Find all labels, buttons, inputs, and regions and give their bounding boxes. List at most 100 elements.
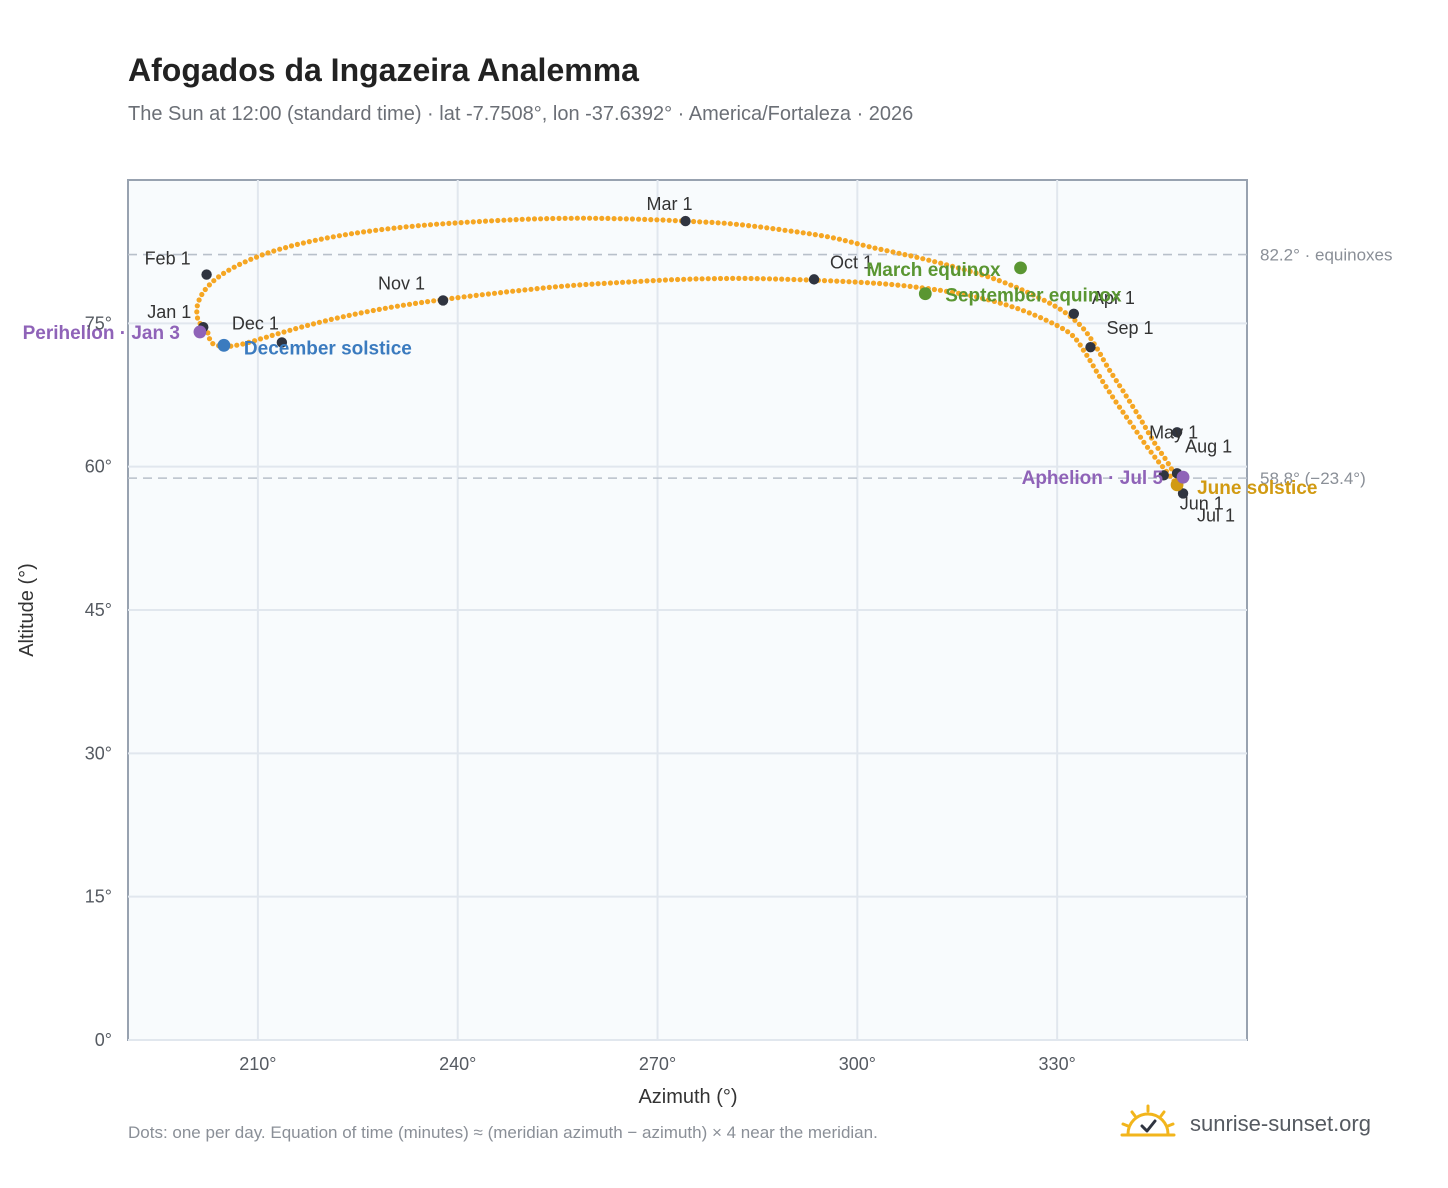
analemma-day-point bbox=[613, 280, 620, 286]
analemma-day-point bbox=[601, 280, 607, 286]
analemma-day-point bbox=[1057, 306, 1063, 312]
analemma-day-point bbox=[721, 220, 727, 226]
y-tick-label: 15° bbox=[85, 887, 112, 907]
analemma-day-point bbox=[525, 216, 532, 222]
analemma-day-point bbox=[580, 215, 587, 221]
analemma-day-point bbox=[926, 257, 932, 263]
analemma-day-point bbox=[1036, 295, 1042, 301]
analemma-day-point bbox=[306, 239, 312, 245]
analemma-day-point bbox=[956, 290, 962, 296]
analemma-day-point bbox=[896, 250, 902, 256]
analemma-day-point bbox=[293, 326, 299, 332]
analemma-day-point bbox=[206, 336, 213, 342]
analemma-day-point bbox=[913, 284, 919, 290]
analemma-day-point bbox=[908, 253, 914, 259]
analemma-day-point bbox=[501, 217, 507, 223]
analemma-series bbox=[194, 215, 1185, 494]
analemma-day-point bbox=[668, 277, 675, 283]
analemma-day-point bbox=[967, 268, 973, 274]
month-marker bbox=[680, 215, 691, 227]
analemma-day-point bbox=[595, 281, 601, 287]
analemma-day-point bbox=[840, 278, 846, 284]
analemma-day-point bbox=[507, 217, 513, 223]
analemma-day-point bbox=[400, 302, 406, 308]
analemma-day-point bbox=[253, 254, 260, 260]
analemma-day-point bbox=[1137, 434, 1144, 440]
reference-line-label: 58.8° (−23.4°) bbox=[1260, 469, 1366, 488]
analemma-day-point bbox=[752, 223, 758, 229]
analemma-day-point bbox=[1032, 312, 1038, 318]
analemma-day-point bbox=[672, 218, 678, 224]
analemma-day-point bbox=[1123, 414, 1130, 420]
month-marker bbox=[1085, 342, 1096, 353]
analemma-day-point bbox=[534, 286, 540, 292]
analemma-day-point bbox=[1113, 399, 1119, 405]
analemma-day-point bbox=[415, 223, 421, 229]
event-marker bbox=[1014, 261, 1027, 275]
analemma-day-point bbox=[1087, 357, 1093, 364]
analemma-day-point bbox=[421, 222, 427, 228]
analemma-day-point bbox=[1110, 394, 1116, 400]
analemma-day-point bbox=[419, 299, 425, 306]
event-label: June solstice bbox=[1197, 478, 1317, 499]
analemma-day-point bbox=[955, 265, 962, 271]
event-marker bbox=[918, 287, 932, 301]
analemma-day-point bbox=[662, 277, 669, 283]
analemma-day-point bbox=[599, 215, 605, 221]
analemma-day-point bbox=[288, 243, 295, 249]
analemma-day-point bbox=[806, 231, 812, 237]
analemma-day-point bbox=[997, 300, 1003, 306]
analemma-day-point bbox=[1103, 384, 1109, 390]
analemma-day-point bbox=[968, 293, 974, 299]
analemma-day-point bbox=[1168, 466, 1174, 472]
analemma-day-point bbox=[733, 221, 740, 227]
analemma-day-point bbox=[687, 276, 693, 282]
analemma-day-point bbox=[388, 304, 394, 310]
footnote: Dots: one per day. Equation of time (min… bbox=[128, 1123, 878, 1142]
analemma-day-point bbox=[318, 236, 324, 242]
analemma-day-point bbox=[1043, 317, 1049, 323]
analemma-day-point bbox=[1136, 414, 1142, 420]
analemma-day-point bbox=[758, 224, 764, 230]
analemma-day-point bbox=[406, 301, 413, 307]
reference-lines: 82.2° · equinoxes 58.8° (−23.4°) bbox=[128, 246, 1393, 488]
analemma-day-point bbox=[889, 281, 895, 288]
analemma-day-point bbox=[237, 261, 243, 267]
analemma-day-point bbox=[739, 222, 746, 228]
analemma-day-point bbox=[334, 315, 340, 321]
analemma-day-point bbox=[846, 279, 852, 285]
analemma-day-point bbox=[705, 276, 711, 282]
analemma-day-point bbox=[1117, 383, 1123, 389]
analemma-day-point bbox=[996, 278, 1002, 284]
analemma-day-point bbox=[589, 281, 595, 287]
brand[interactable]: sunrise-sunset.org bbox=[1120, 1104, 1371, 1144]
analemma-day-point bbox=[644, 278, 650, 284]
analemma-day-point bbox=[1110, 372, 1116, 378]
analemma-day-point bbox=[252, 338, 258, 344]
analemma-day-point bbox=[476, 218, 482, 225]
analemma-day-point bbox=[709, 219, 715, 225]
analemma-day-point bbox=[693, 276, 699, 282]
brand-name[interactable]: sunrise-sunset.org bbox=[1190, 1111, 1371, 1136]
analemma-day-point bbox=[196, 297, 202, 303]
analemma-day-point bbox=[434, 221, 440, 227]
analemma-day-point bbox=[300, 240, 306, 246]
month-marker-label: Sep 1 bbox=[1106, 318, 1153, 338]
analemma-day-point bbox=[1162, 455, 1168, 461]
y-tick-label: 0° bbox=[95, 1030, 112, 1050]
analemma-day-point bbox=[240, 341, 246, 347]
analemma-day-point bbox=[194, 309, 200, 315]
analemma-day-point bbox=[800, 230, 806, 236]
analemma-day-point bbox=[231, 264, 237, 270]
analemma-day-point bbox=[216, 274, 222, 280]
analemma-day-point bbox=[1008, 282, 1014, 288]
analemma-day-point bbox=[540, 285, 546, 291]
analemma-day-point bbox=[206, 282, 212, 288]
analemma-day-point bbox=[1145, 430, 1151, 436]
analemma-day-point bbox=[373, 227, 379, 233]
analemma-day-point bbox=[991, 298, 998, 304]
analemma-day-point bbox=[412, 300, 419, 306]
analemma-day-point bbox=[985, 274, 991, 280]
analemma-day-point bbox=[866, 244, 872, 250]
analemma-day-point bbox=[1134, 429, 1140, 435]
